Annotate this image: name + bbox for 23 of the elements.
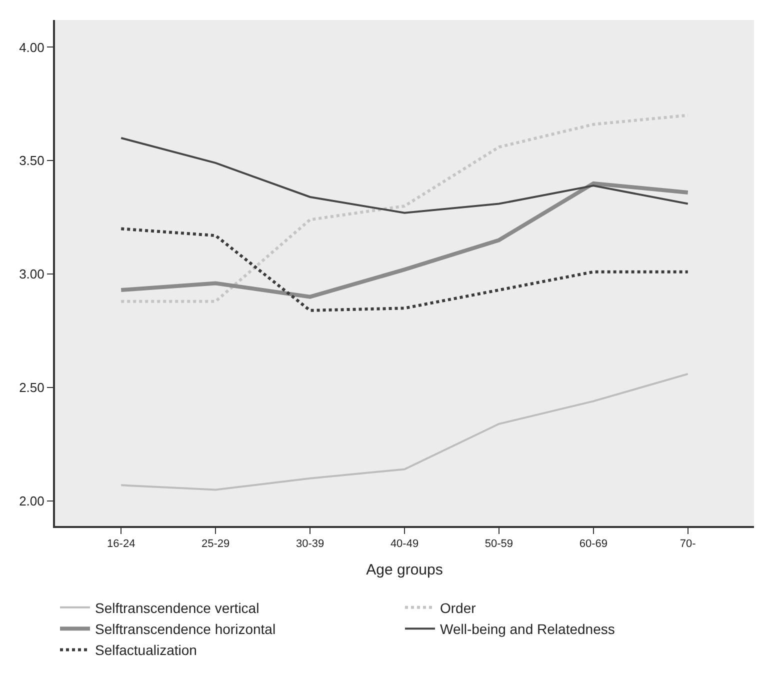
legend-label: Well-being and Relatedness — [440, 621, 615, 638]
y-tick-label: 3.50 — [19, 153, 44, 168]
line-series — [119, 181, 690, 299]
x-tick-label: 16-24 — [107, 538, 136, 550]
x-tick-label: 40-49 — [390, 538, 419, 550]
line-series — [120, 114, 690, 303]
line-series — [120, 372, 689, 491]
legend-label: Selfactualization — [95, 642, 197, 658]
x-tick-label: 30-39 — [296, 538, 324, 550]
line-series — [120, 136, 689, 214]
y-tick-label: 2.50 — [19, 380, 44, 396]
y-tick-label: 3.00 — [19, 266, 44, 282]
x-tick-label: 70- — [680, 538, 696, 550]
x-tick-label: 60-69 — [579, 538, 608, 550]
x-axis-title: Age groups — [366, 562, 443, 579]
x-tick-label: 50-59 — [484, 538, 514, 550]
y-tick-label: 2.00 — [19, 494, 44, 509]
legend-label: Selftranscendence horizontal — [95, 621, 276, 638]
y-tick-label: 4.00 — [19, 40, 44, 55]
line-series — [120, 227, 690, 312]
x-tick-label: 25-29 — [202, 538, 230, 550]
legend-label: Selftranscendence vertical — [95, 600, 260, 616]
legend-label: Order — [440, 600, 476, 616]
